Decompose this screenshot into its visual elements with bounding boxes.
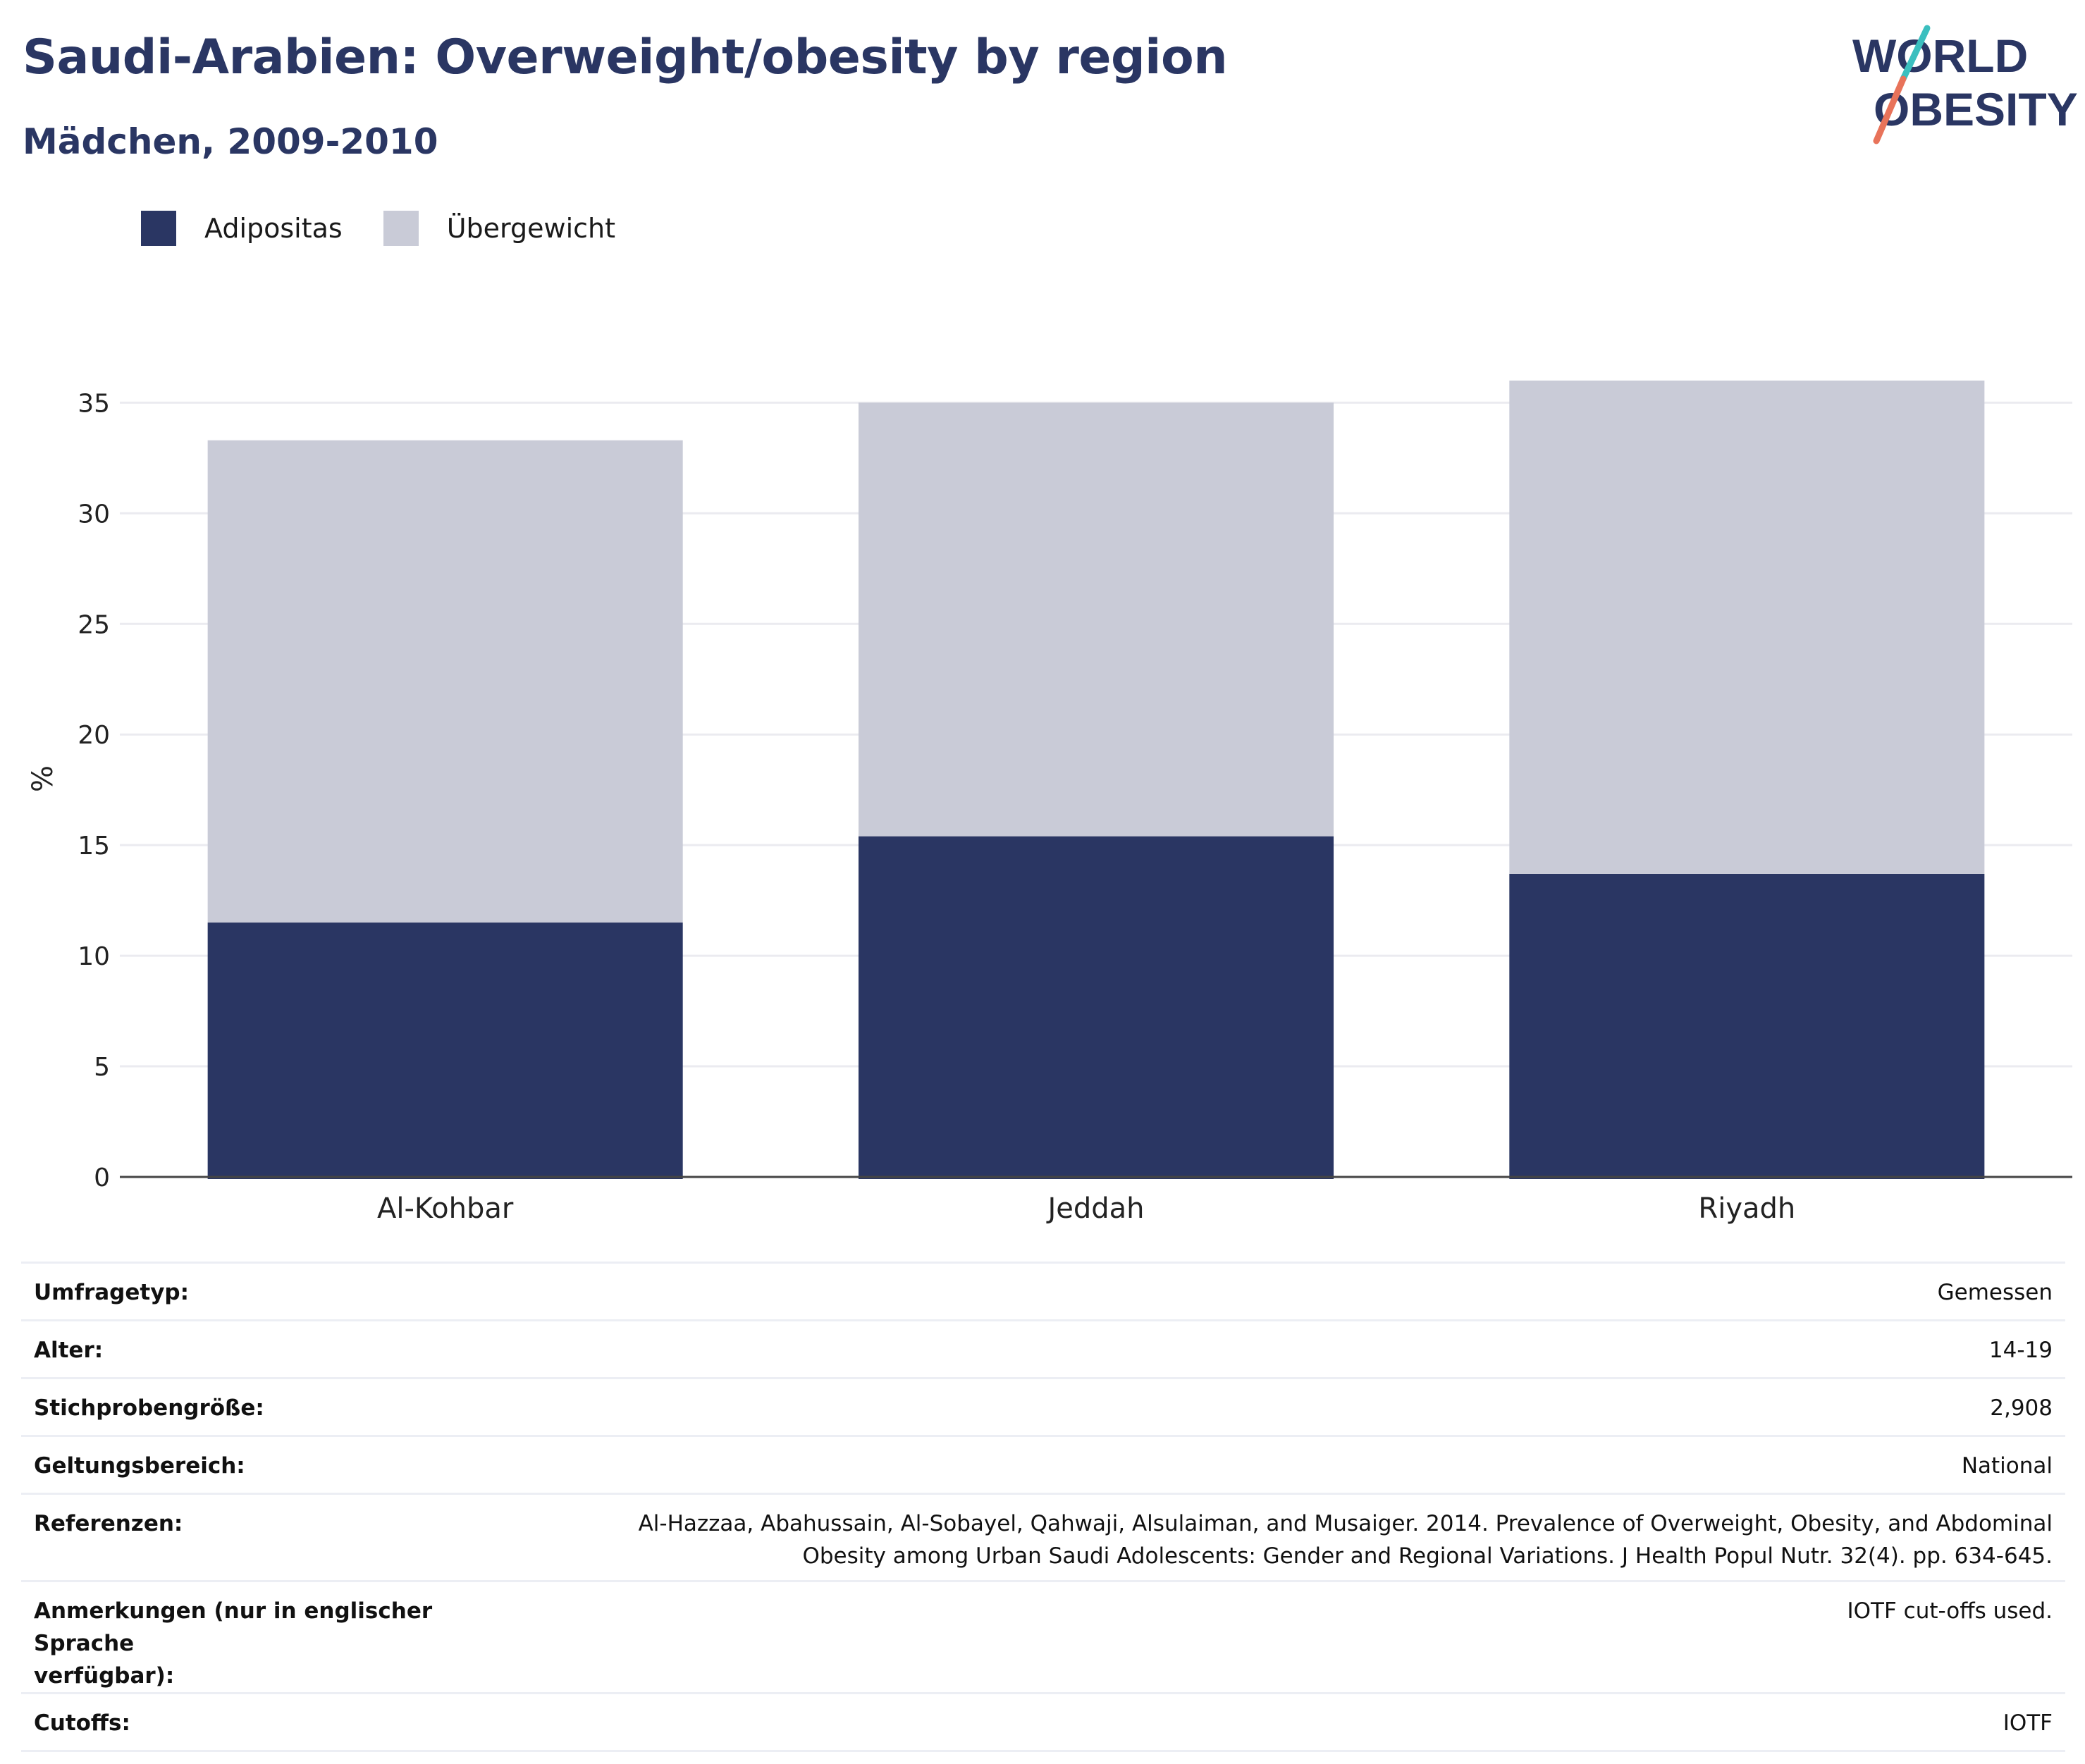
row-value-age: 14-19	[1988, 1338, 2053, 1363]
legend-item-uebergewicht[interactable]: Übergewicht	[383, 211, 615, 246]
row-key-references: Referenzen:	[34, 1511, 183, 1536]
y-tick-label: 10	[78, 942, 110, 971]
reference-line-1: Al-Hazzaa, Abahussain, Al-Sobayel, Qahwa…	[638, 1511, 2053, 1536]
legend-swatch-adipositas	[141, 211, 176, 246]
y-tick-label: 0	[94, 1164, 110, 1192]
row-value-notes: IOTF cut-offs used.	[1847, 1598, 2053, 1624]
logo-slash-bottom	[1873, 75, 1907, 144]
x-tick-label: Riyadh	[1698, 1192, 1795, 1225]
legend-label-adipositas: Adipositas	[204, 213, 343, 244]
table-row: Alter: 14-19	[21, 1321, 2065, 1378]
row-value-references: Al-Hazzaa, Abahussain, Al-Sobayel, Qahwa…	[526, 1494, 2065, 1581]
legend-item-adipositas[interactable]: Adipositas	[141, 211, 343, 246]
world-obesity-logo: WORLD OBESITY	[1845, 21, 2078, 148]
table-row: Umfragetyp: Gemessen	[21, 1262, 2065, 1321]
chart-legend: Adipositas Übergewicht	[141, 210, 656, 247]
logo-line-1: WORLD	[1852, 30, 2028, 82]
row-key-scope: Geltungsbereich:	[34, 1453, 245, 1479]
x-tick-label: Jeddah	[1045, 1192, 1144, 1225]
bar-uebergewicht-jeddah	[858, 402, 1334, 837]
row-key-notes: Anmerkungen (nur in englischer Sprache v…	[21, 1581, 526, 1694]
page-subtitle: Mädchen, 2009-2010	[23, 121, 438, 162]
stacked-bar-chart: 0 5 10 15 20 25 30 35% Al-Kohbar Jeddah Riyadh	[27, 381, 2072, 1225]
world-obesity-logo-icon: WORLD OBESITY	[1852, 25, 2078, 144]
bar-adipositas-jeddah	[858, 836, 1334, 1179]
y-tick-label: 30	[78, 500, 110, 529]
page-title: Saudi-Arabien: Overweight/obesity by reg…	[23, 30, 1228, 85]
logo-slash-top	[1900, 25, 1931, 82]
bar-uebergewicht-alkohbar	[207, 440, 683, 923]
legend-swatch-uebergewicht	[383, 211, 419, 246]
row-key-age: Alter:	[34, 1338, 104, 1363]
reference-line-2: Obesity among Urban Saudi Adolescents: G…	[802, 1543, 2053, 1569]
y-tick-label: 35	[78, 389, 110, 418]
notes-key-line-1: Anmerkungen (nur in englischer Sprache	[34, 1598, 433, 1656]
row-value-sample-size: 2,908	[1990, 1395, 2053, 1421]
y-tick-label: 20	[78, 721, 110, 750]
table-row: Referenzen: Al-Hazzaa, Abahussain, Al-So…	[21, 1494, 2065, 1581]
table-row: Stichprobengröße: 2,908	[21, 1378, 2065, 1436]
row-key-sample-size: Stichprobengröße:	[34, 1395, 264, 1421]
table-row: Cutoffs: IOTF	[21, 1694, 2065, 1751]
survey-details-table: Umfragetyp: Gemessen Alter: 14-19 Stichp…	[21, 1262, 2065, 1752]
legend-label-uebergewicht: Übergewicht	[446, 213, 615, 244]
table-row: Anmerkungen (nur in englischer Sprache v…	[21, 1581, 2065, 1694]
row-value-cutoffs: IOTF	[2003, 1710, 2053, 1736]
table-row: Geltungsbereich: National	[21, 1436, 2065, 1494]
bar-uebergewicht-riyadh	[1509, 381, 1985, 874]
y-tick-label: 5	[94, 1053, 110, 1082]
logo-line-2: OBESITY	[1874, 83, 2078, 135]
row-key-cutoffs: Cutoffs:	[34, 1710, 130, 1736]
y-tick-label: 25	[78, 610, 110, 639]
row-value-survey-type: Gemessen	[1937, 1280, 2053, 1305]
notes-key-line-2: verfügbar):	[34, 1663, 175, 1689]
y-tick-label: 15	[78, 832, 110, 861]
row-value-scope: National	[1961, 1453, 2053, 1479]
bar-adipositas-alkohbar	[207, 923, 683, 1179]
row-key-survey-type: Umfragetyp:	[34, 1280, 189, 1305]
y-axis-label: %	[27, 765, 59, 792]
x-tick-label: Al-Kohbar	[377, 1192, 514, 1225]
bar-adipositas-riyadh	[1509, 873, 1985, 1179]
